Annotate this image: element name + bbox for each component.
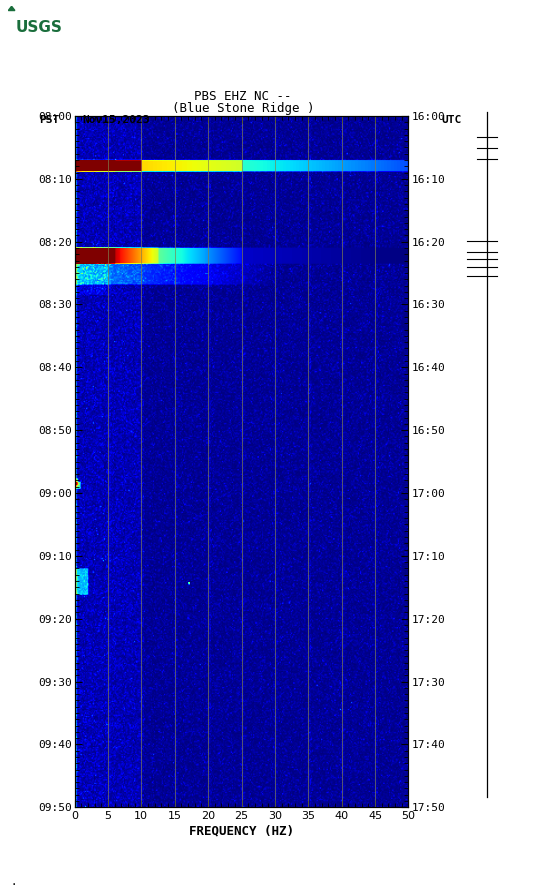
Text: Nov15,2023: Nov15,2023 [83,114,150,125]
Text: PBS EHZ NC --: PBS EHZ NC -- [194,90,291,103]
X-axis label: FREQUENCY (HZ): FREQUENCY (HZ) [189,824,294,838]
Text: PST: PST [39,114,59,125]
Text: .: . [11,874,15,888]
Text: USGS: USGS [16,21,63,35]
Polygon shape [8,6,15,11]
Text: (Blue Stone Ridge ): (Blue Stone Ridge ) [172,103,314,115]
Text: UTC: UTC [442,114,462,125]
